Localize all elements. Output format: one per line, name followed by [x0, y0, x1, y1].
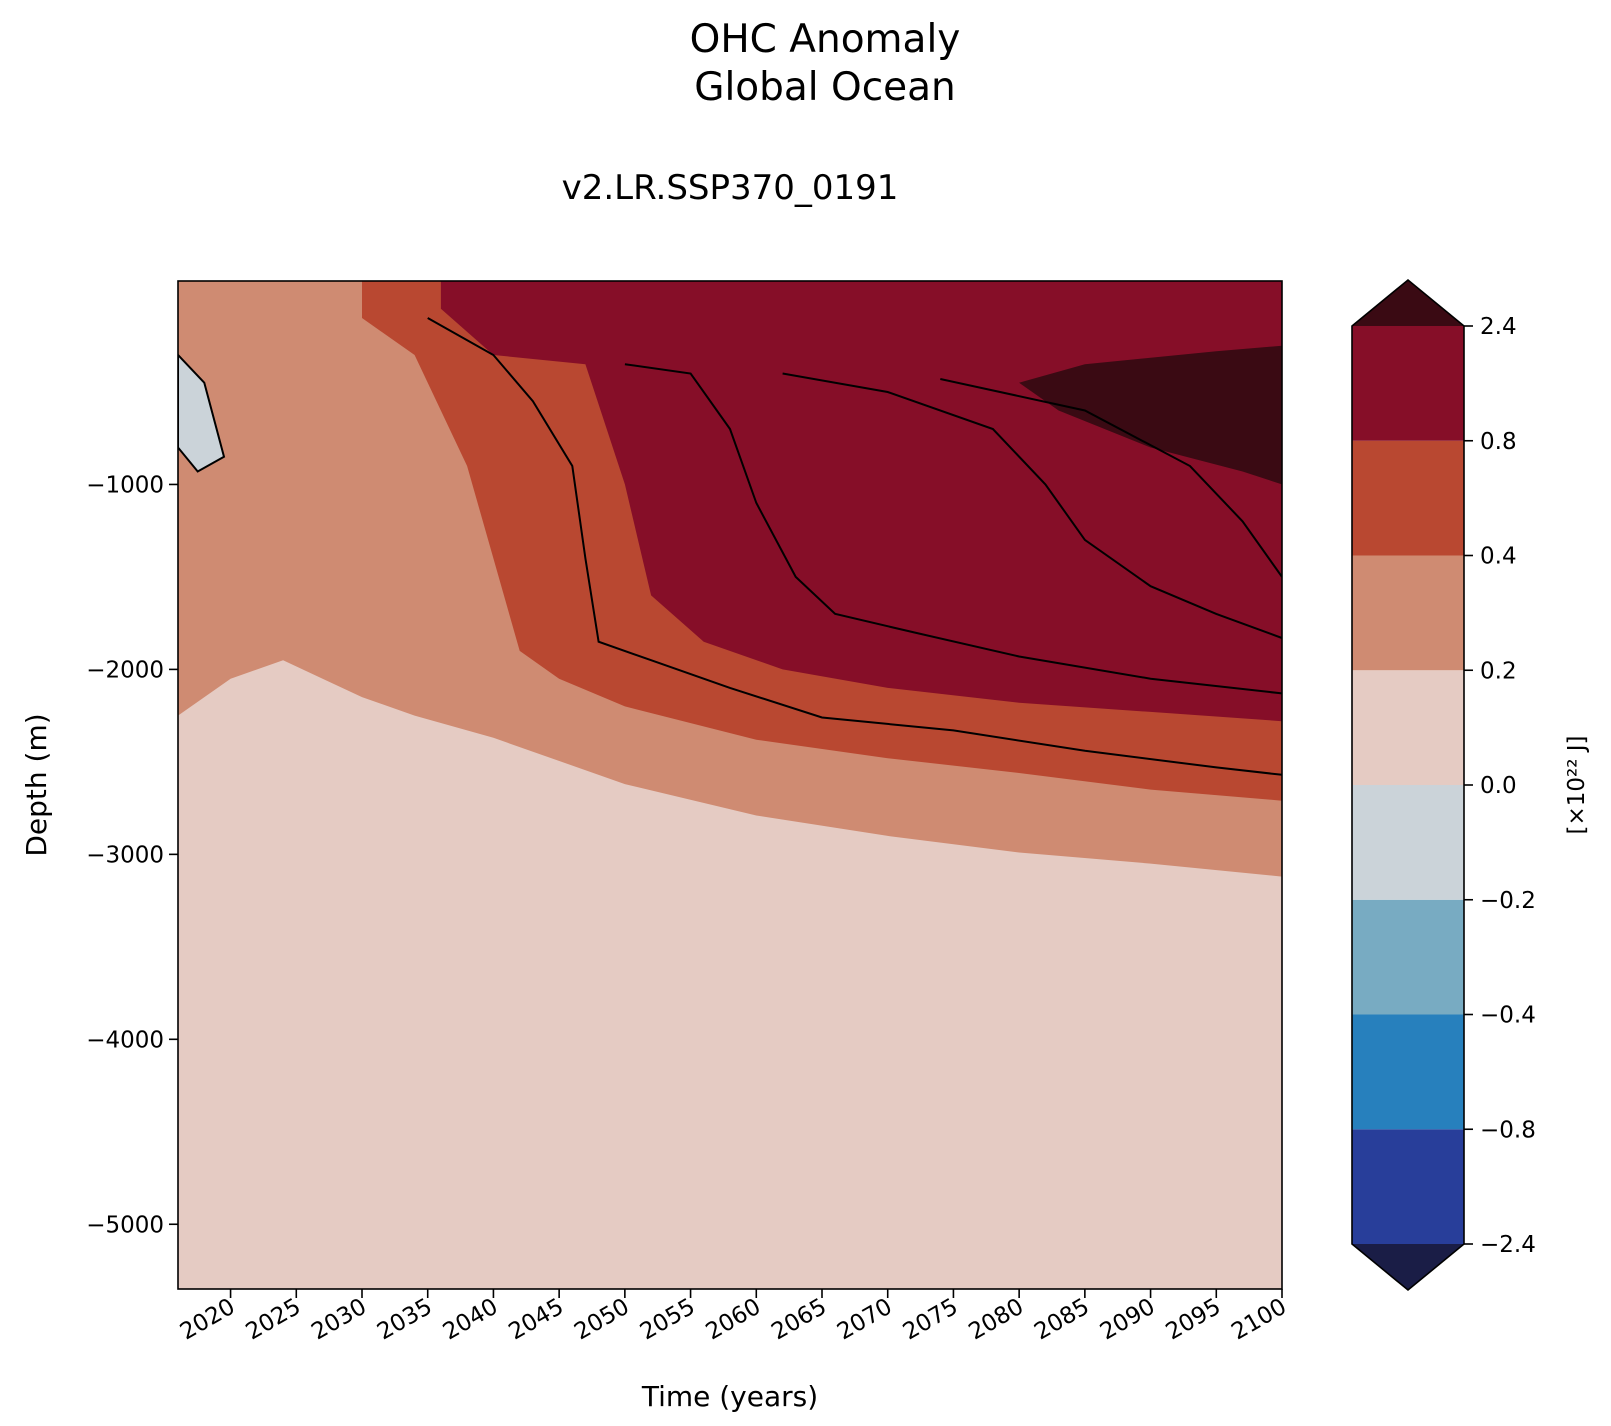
colorbar-segment [1352, 1014, 1464, 1130]
x-tick-label: 2055 [636, 1294, 700, 1346]
colorbar-segment [1352, 670, 1464, 785]
x-axis-label: Time (years) [641, 1380, 818, 1413]
x-tick-label: 2065 [767, 1294, 831, 1346]
colorbar-under-triangle [1352, 1244, 1464, 1290]
x-tick-label: 2020 [176, 1294, 240, 1346]
colorbar-segment [1352, 555, 1464, 671]
negative-anomaly-patch [178, 353, 226, 473]
colorbar-tick-label: −0.2 [1480, 888, 1536, 914]
x-tick-label: 2070 [833, 1294, 897, 1346]
colorbar-tick-label: −0.8 [1480, 1117, 1536, 1143]
contour-line-3 [782, 372, 1282, 639]
contour-line-4 [940, 378, 1282, 578]
contour-band-2.4 [1019, 345, 1282, 485]
colorbar-tick-label: 0.2 [1480, 658, 1517, 684]
contour-fill-group [178, 281, 1282, 877]
y-axis-label: Depth (m) [20, 713, 53, 856]
x-tick-label: 2030 [307, 1294, 371, 1346]
chart-title-line2: Global Ocean [694, 65, 956, 110]
x-tick-label: 2035 [373, 1294, 437, 1346]
contour-line-1 [427, 317, 1282, 776]
colorbar-tick-label: −0.4 [1480, 1003, 1536, 1029]
y-tick-label: −1000 [86, 472, 164, 498]
y-tick-label: −4000 [86, 1027, 164, 1053]
y-tick-label: −2000 [86, 657, 164, 683]
colorbar-segment [1352, 785, 1464, 900]
plot-frame [177, 280, 1283, 1290]
x-tick-label: 2075 [899, 1294, 963, 1346]
colorbar-over-triangle [1352, 280, 1464, 326]
x-tick-label: 2040 [439, 1294, 503, 1346]
colorbar-tick-label: 0.0 [1480, 773, 1517, 799]
x-tick-label: 2090 [1096, 1294, 1160, 1346]
colorbar-tick-label: 0.8 [1480, 429, 1517, 455]
chart-title-line1: OHC Anomaly [689, 17, 961, 62]
colorbar-segment [1352, 1129, 1464, 1244]
colorbar-tick-label: 2.4 [1480, 314, 1517, 340]
y-tick-label: −3000 [86, 842, 164, 868]
colorbar-segment [1352, 899, 1464, 1015]
chart-subtitle: v2.LR.SSP370_0191 [561, 168, 899, 208]
colorbar-label: [×10²² J] [1564, 735, 1590, 834]
x-tick-label: 2060 [702, 1294, 766, 1346]
x-tick-label: 2080 [964, 1294, 1028, 1346]
y-tick-label: −5000 [86, 1212, 164, 1238]
colorbar-segment [1352, 326, 1464, 441]
x-tick-label: 2085 [1030, 1294, 1094, 1346]
x-tick-label: 2100 [1227, 1294, 1291, 1346]
colorbar-tick-label: −2.4 [1480, 1232, 1536, 1258]
x-tick-label: 2050 [570, 1294, 634, 1346]
x-tick-label: 2045 [504, 1294, 568, 1346]
colorbar-segment [1352, 440, 1464, 556]
contour-line-2 [624, 363, 1282, 695]
x-tick-label: 2095 [1162, 1294, 1226, 1346]
x-tick-label: 2025 [242, 1294, 306, 1346]
colorbar-tick-label: 0.4 [1480, 544, 1517, 570]
